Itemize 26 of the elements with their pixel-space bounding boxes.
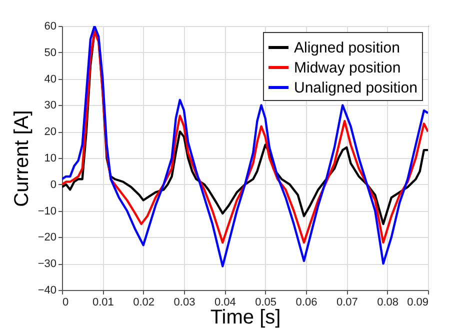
legend-label: Midway position (294, 60, 401, 76)
y-tick-label: −30 (38, 258, 56, 270)
x-tick-label: 0 (62, 296, 69, 308)
x-tick-label: 0.03 (174, 296, 196, 308)
x-tick-label: 0.01 (92, 296, 114, 308)
y-tick-label: −40 (38, 284, 56, 296)
x-tick-label: 0.02 (133, 296, 155, 308)
y-tick-label: 50 (44, 46, 56, 59)
y-tick-label: 20 (44, 126, 56, 138)
x-tick-label: 0.06 (296, 296, 318, 308)
y-axis-title: Current [A] (10, 110, 33, 207)
y-tick-label: 10 (44, 152, 56, 164)
legend-label: Aligned position (294, 40, 400, 56)
x-axis-title: Time [s] (210, 306, 281, 328)
x-tick-label: 0.05 (255, 296, 277, 308)
y-tick-label: 0 (50, 178, 56, 191)
y-tick-label: −10 (38, 205, 56, 218)
y-tick-label: 60 (44, 20, 56, 32)
y-tick-label: 30 (44, 100, 56, 112)
x-tick-label: 0.04 (214, 296, 236, 308)
x-tick-label: 0.07 (336, 296, 358, 308)
y-tick-label: 40 (44, 73, 56, 86)
legend-label: Unaligned position (294, 80, 418, 96)
x-tick-label: 0.08 (377, 296, 399, 308)
x-tick-label: 0.09 (407, 296, 428, 308)
y-tick-label: −20 (38, 232, 56, 244)
